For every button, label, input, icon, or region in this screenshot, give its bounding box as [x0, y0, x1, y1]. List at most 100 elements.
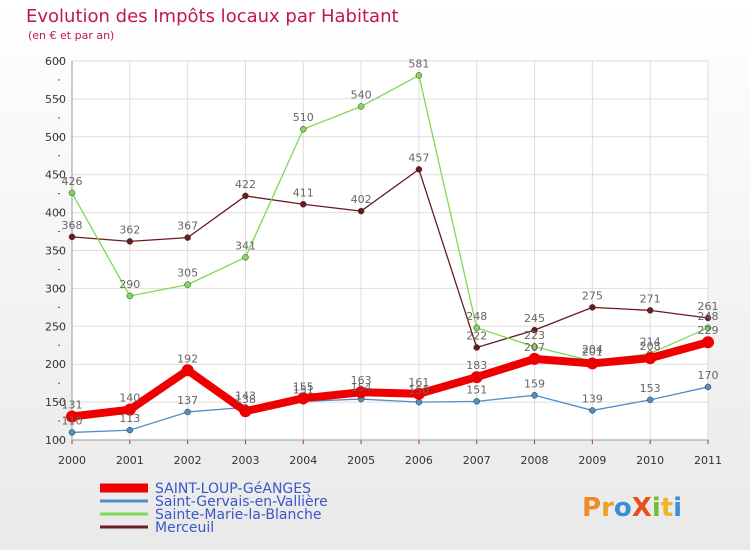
legend-label: SAINT-LOUP-GéANGES	[155, 481, 311, 497]
x-tick-label: 2011	[694, 454, 722, 467]
data-point	[66, 410, 78, 423]
data-label: 110	[62, 414, 83, 427]
data-label: 422	[235, 178, 256, 191]
data-label: 170	[698, 369, 719, 382]
data-point	[184, 234, 191, 241]
data-label: 163	[351, 374, 372, 387]
data-point	[704, 314, 712, 322]
x-tick-label: 2000	[58, 454, 86, 467]
y-tick-label: 500	[45, 131, 66, 144]
y-tick-label: 400	[45, 207, 66, 220]
data-label: 229	[698, 324, 719, 337]
data-label: 581	[408, 57, 429, 70]
y-tick-label: 550	[45, 93, 66, 106]
data-point	[123, 403, 136, 416]
data-label: 207	[524, 341, 545, 354]
series-line-saint-loup-g-anges	[68, 338, 712, 421]
x-tick-label: 2005	[347, 454, 375, 467]
data-label: 143	[235, 389, 256, 402]
data-point	[126, 292, 134, 300]
legend-label: Sainte-Marie-la-Blanche	[155, 507, 322, 523]
x-tick-label: 2009	[578, 454, 606, 467]
data-label: 261	[698, 300, 719, 313]
y-tick-label: 200	[45, 358, 66, 371]
x-tick-label: 2008	[521, 454, 549, 467]
data-point	[300, 201, 307, 208]
data-label: 154	[351, 381, 372, 394]
data-label: 305	[177, 267, 198, 280]
data-label: 290	[119, 278, 140, 291]
data-label: 159	[524, 377, 545, 390]
data-label: 362	[119, 223, 140, 236]
data-point	[704, 324, 712, 332]
data-point	[242, 254, 249, 261]
data-point	[415, 398, 423, 406]
x-tick-label: 2003	[231, 454, 259, 467]
data-point	[470, 371, 483, 384]
data-point	[473, 324, 480, 332]
logo-letter: i	[652, 493, 661, 523]
data-label: 151	[466, 383, 487, 396]
data-label: 208	[640, 340, 661, 353]
data-point	[415, 72, 423, 79]
x-tick-label: 2004	[289, 454, 317, 467]
data-point	[357, 103, 365, 110]
data-point	[68, 189, 76, 197]
data-label: 402	[351, 193, 372, 206]
data-label: 368	[62, 219, 83, 232]
data-point	[300, 125, 307, 133]
data-point	[184, 408, 191, 416]
legend-label: Merceuil	[155, 520, 214, 536]
y-tick-label: 300	[45, 282, 66, 295]
x-tick-label: 2006	[405, 454, 433, 467]
data-point	[646, 396, 654, 404]
data-point	[68, 233, 76, 241]
data-label: 510	[293, 111, 314, 124]
data-point	[68, 429, 76, 436]
data-label: 248	[466, 310, 487, 323]
logo-letter: X	[632, 493, 652, 523]
y-tick-label: 600	[45, 55, 66, 68]
legend: SAINT-LOUP-GéANGESSaint-Gervais-en-Valli…	[100, 481, 328, 536]
data-label: 367	[177, 220, 198, 233]
data-label: 411	[293, 186, 314, 199]
legend-label: Saint-Gervais-en-Vallière	[155, 494, 328, 510]
data-label: 245	[524, 312, 545, 325]
data-point	[412, 387, 425, 400]
data-label: 223	[524, 329, 545, 342]
data-point	[586, 357, 599, 370]
data-label: 341	[235, 239, 256, 252]
logo-letter: i	[673, 493, 682, 523]
data-label: 201	[582, 345, 603, 358]
data-label: 426	[62, 175, 83, 188]
data-point	[531, 343, 538, 351]
data-point	[528, 352, 541, 365]
data-point	[181, 364, 194, 377]
axes: 100 150 200 250 300 350 400 450 500 550 600 2000 200…	[45, 55, 722, 467]
data-label: 457	[408, 151, 429, 164]
data-label: 131	[62, 399, 83, 412]
y-tick-label: 350	[45, 245, 66, 258]
x-tick-label: 2001	[116, 454, 144, 467]
logo-letter: o	[614, 493, 632, 523]
data-label: 222	[466, 330, 487, 343]
data-label: 248	[698, 310, 719, 323]
data-point	[239, 405, 252, 418]
data-point	[415, 166, 423, 173]
data-labels: 368 362 367 422 411 402 457 222 245 275 271 261 426 2…	[62, 57, 719, 427]
logo-letter: t	[661, 493, 673, 523]
data-point	[473, 398, 480, 405]
data-point	[184, 281, 191, 288]
data-point	[357, 207, 365, 215]
data-label: 140	[119, 392, 140, 405]
data-label: 204	[582, 343, 603, 356]
data-label: 150	[408, 384, 429, 397]
data-label: 139	[582, 392, 603, 405]
x-tick-label: 2010	[636, 454, 664, 467]
data-point	[531, 326, 538, 334]
series-line-saint-gervais-en-valli-re	[71, 386, 709, 434]
data-point	[473, 344, 480, 351]
y-tick-label: 150	[45, 396, 66, 409]
